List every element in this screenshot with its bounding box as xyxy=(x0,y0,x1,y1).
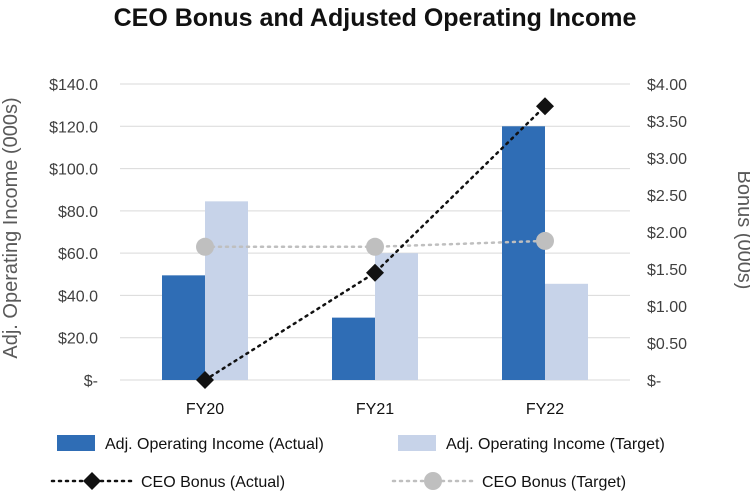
left-axis-label: Adj. Operating Income (000s) xyxy=(0,97,22,358)
right-tick-label: $2.00 xyxy=(647,225,687,242)
bar-actual xyxy=(162,275,205,380)
left-axis-ticks: $- $20.0 $40.0 $60.0 $80.0 $100.0 $120.0 $140.0 xyxy=(49,77,98,390)
legend-diamond-marker xyxy=(83,472,101,490)
left-tick-label: $40.0 xyxy=(58,288,98,305)
right-tick-label: $4.00 xyxy=(647,77,687,94)
bonus-actual-point xyxy=(196,371,214,389)
legend-label: CEO Bonus (Target) xyxy=(482,474,626,491)
category-label: FY21 xyxy=(356,401,394,418)
bar-actual xyxy=(502,126,545,381)
right-axis-ticks: $- $0.50 $1.00 $1.50 $2.00 $2.50 $3.00 $3.50 $4.… xyxy=(647,77,687,390)
left-tick-label: $20.0 xyxy=(58,331,98,348)
bonus-target-point xyxy=(366,237,384,256)
chart-title: CEO Bonus and Adjusted Operating Income xyxy=(114,4,637,32)
bar-target xyxy=(545,283,588,380)
right-tick-label: $2.50 xyxy=(647,188,687,205)
lines xyxy=(196,97,554,389)
bonus-target-point xyxy=(536,231,554,250)
left-tick-label: $60.0 xyxy=(58,246,98,263)
left-tick-label: $140.0 xyxy=(49,77,98,94)
left-tick-label: $100.0 xyxy=(49,162,98,179)
bars xyxy=(162,126,588,381)
legend-label: Adj. Operating Income (Actual) xyxy=(105,436,324,453)
legend-swatch-target xyxy=(398,435,436,451)
category-labels: FY20 FY21 FY22 xyxy=(186,401,564,418)
left-tick-label: $120.0 xyxy=(49,119,98,136)
right-tick-label: $3.50 xyxy=(647,114,687,131)
bonus-actual-line xyxy=(203,104,547,382)
right-tick-label: $3.00 xyxy=(647,151,687,168)
legend-circle-marker xyxy=(424,472,442,490)
category-label: FY20 xyxy=(186,401,224,418)
bonus-actual-point xyxy=(536,97,554,116)
legend-label: Adj. Operating Income (Target) xyxy=(446,436,665,453)
left-tick-label: $80.0 xyxy=(58,204,98,221)
category-label: FY22 xyxy=(526,401,564,418)
bar-target xyxy=(205,201,248,380)
legend: Adj. Operating Income (Actual) Adj. Opera… xyxy=(50,435,665,491)
right-tick-label: $0.50 xyxy=(647,336,687,353)
right-tick-label: $1.50 xyxy=(647,262,687,279)
right-axis-label: Bonus (000s) xyxy=(733,171,750,290)
legend-swatch-actual xyxy=(57,435,95,451)
right-tick-label: $1.00 xyxy=(647,299,687,316)
bonus-target-point xyxy=(196,237,214,256)
bonus-actual-point xyxy=(366,263,384,282)
right-tick-label: $- xyxy=(647,373,661,390)
bar-actual xyxy=(332,317,375,380)
legend-label: CEO Bonus (Actual) xyxy=(141,474,285,491)
left-tick-label: $- xyxy=(84,373,98,390)
